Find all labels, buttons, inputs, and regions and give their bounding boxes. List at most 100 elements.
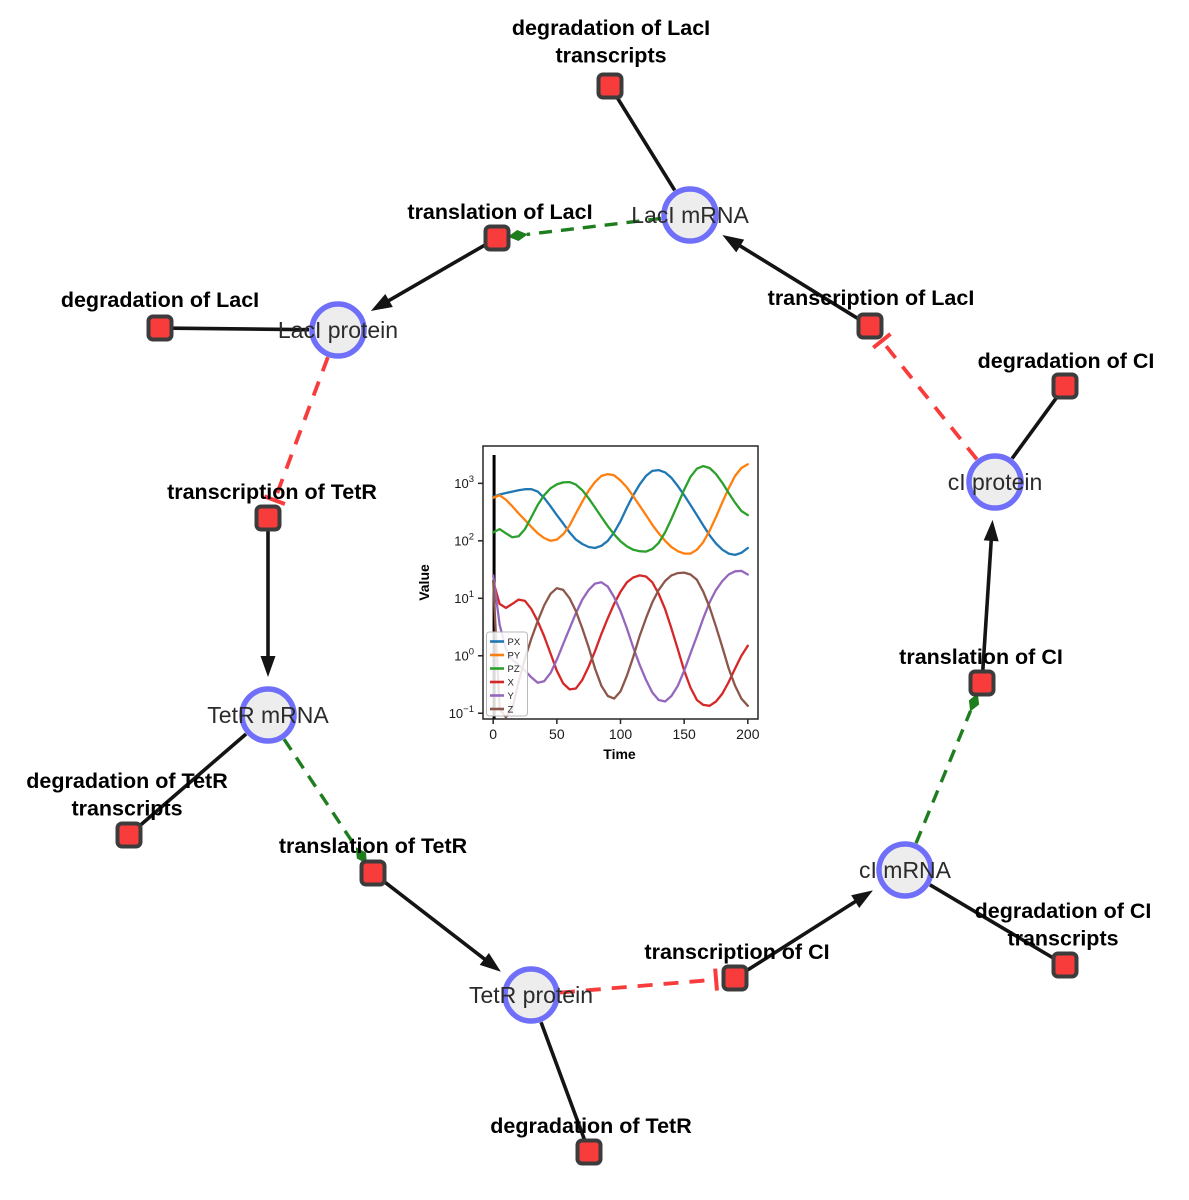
series-line-Z (492, 571, 749, 719)
activation-edge (914, 710, 973, 844)
reaction-label-tx_ci: transcription of CI (644, 940, 829, 964)
nodes-layer (115, 72, 1079, 1166)
inhibition-edge (559, 977, 717, 995)
production-edge (382, 879, 491, 965)
edge-inhibition-ci_protein-tx_laci (872, 332, 979, 461)
reaction-label-tl_ci: translation of CI (899, 645, 1063, 669)
tbar-icon (872, 332, 892, 350)
edge-production-tx_tetr-tetr_mrna (260, 531, 276, 677)
arrowhead-icon (983, 519, 999, 542)
y-tick-label: 10−1 (449, 704, 474, 721)
arrowhead-icon (851, 890, 873, 908)
reaction-label-deg_ci: degradation of CI (978, 349, 1155, 373)
y-tick-label: 102 (454, 531, 474, 548)
y-axis-title: Value (416, 564, 432, 601)
edge-production-tx_ci-ci_mrna (745, 890, 873, 973)
y-tick-label: 100 (454, 646, 474, 663)
reaction-node-tx_tetr (254, 504, 282, 532)
series-line-PX (492, 468, 749, 557)
edge-plain-tetr_mrna-deg_tetr_tx (137, 732, 248, 828)
edge-production-tl_ci-ci_protein (981, 519, 999, 671)
edges-layer (137, 96, 1059, 1141)
production-edge (382, 242, 487, 306)
reaction-node-deg_laci_tx (596, 72, 624, 100)
reaction-label-deg_tetr: degradation of TetR (490, 1114, 692, 1138)
diamond-arrowhead-icon (968, 693, 980, 712)
x-tick-label: 150 (672, 726, 696, 742)
inhibition-edge (272, 356, 330, 501)
edge-activation-tetr_mrna-tl_tetr (282, 738, 367, 864)
series-line-PY (492, 463, 749, 555)
reactant-edge (615, 96, 677, 192)
species-label-ci_protein: cI protein (948, 469, 1043, 495)
legend-label-Y: Y (508, 691, 515, 702)
reaction-label-tl_tetr: translation of TetR (279, 834, 468, 858)
reaction-node-deg_ci_tx (1051, 951, 1079, 979)
edge-activation-laci_mrna-tl_laci (507, 216, 662, 241)
x-tick-label: 200 (736, 726, 760, 742)
edge-plain-ci_mrna-deg_ci_tx (929, 883, 1055, 960)
legend-label-PZ: PZ (508, 664, 520, 675)
edge-production-tl_tetr-tetr_protein (382, 879, 501, 972)
edge-plain-ci_protein-deg_ci (1010, 395, 1059, 460)
species-label-laci_mrna: LacI mRNA (631, 202, 749, 228)
edge-plain-laci_mrna-deg_laci_tx (615, 96, 677, 192)
x-axis-title: Time (603, 746, 636, 762)
reaction-label-deg_laci: degradation of LacI (61, 288, 259, 312)
edge-activation-ci_mrna-tl_ci (914, 693, 980, 844)
edge-inhibition-tetr_protein-tx_ci (559, 968, 719, 995)
legend-label-Z: Z (508, 705, 514, 716)
x-tick-label: 100 (609, 726, 633, 742)
reaction-node-tx_ci (721, 964, 749, 992)
reaction-label-tl_laci: translation of LacI (407, 200, 592, 224)
reaction-node-tl_ci (968, 669, 996, 697)
reactant-edge (172, 326, 310, 332)
edge-inhibition-laci_protein-tx_tetr (263, 356, 330, 506)
legend-label-PY: PY (508, 651, 521, 662)
x-tick-label: 0 (489, 726, 497, 742)
reactant-edge (539, 1021, 587, 1141)
reaction-node-deg_tetr (575, 1138, 603, 1166)
edge-plain-laci_protein-deg_laci (172, 326, 310, 332)
reaction-node-deg_tetr_tx (115, 821, 143, 849)
species-node-tetr_mrna (239, 686, 297, 744)
inhibition-edge (880, 339, 979, 461)
activation-edge (282, 738, 358, 849)
arrowhead-icon (722, 234, 745, 253)
x-tick-label: 50 (549, 726, 565, 742)
tbar-icon (713, 968, 719, 991)
reaction-label-deg_tetr_tx: degradation of TetR (26, 769, 228, 793)
reactant-edge (137, 732, 248, 828)
reaction-node-tx_laci (856, 312, 884, 340)
arrowhead-icon (479, 953, 501, 972)
species-label-ci_mrna: cI mRNA (859, 857, 952, 883)
species-node-ci_protein (966, 453, 1024, 511)
series-line-Y (492, 569, 749, 703)
y-tick-label: 101 (454, 589, 474, 606)
arrowhead-icon (260, 656, 276, 677)
species-node-laci_mrna (661, 186, 719, 244)
reaction-label-deg_tetr_tx-line2: transcripts (71, 797, 182, 821)
diamond-arrowhead-icon (507, 230, 528, 241)
reaction-label-tx_tetr: transcription of TetR (167, 480, 377, 504)
arrowhead-icon (370, 293, 393, 311)
edge-production-tl_laci-laci_protein (370, 242, 487, 311)
production-edge (733, 240, 860, 321)
reaction-label-deg_laci_tx-line2: transcripts (555, 44, 666, 68)
reaction-label-tx_laci: transcription of LacI (768, 286, 975, 310)
species-node-ci_mrna (876, 841, 934, 899)
production-edge (745, 896, 863, 973)
tbar-icon (263, 494, 286, 506)
reaction-node-tl_laci (483, 224, 511, 252)
species-label-tetr_mrna: TetR mRNA (207, 702, 329, 728)
diamond-arrowhead-icon (355, 847, 367, 864)
reaction-label-deg_ci_tx: degradation of CI (975, 899, 1152, 923)
reactant-edge (929, 883, 1055, 960)
reaction-node-deg_laci (146, 314, 174, 342)
species-node-tetr_protein (502, 966, 560, 1024)
edge-plain-tetr_protein-deg_tetr (539, 1021, 587, 1141)
series-line-PZ (492, 464, 749, 553)
legend-label-PX: PX (508, 637, 521, 648)
species-label-laci_protein: LacI protein (278, 317, 398, 343)
